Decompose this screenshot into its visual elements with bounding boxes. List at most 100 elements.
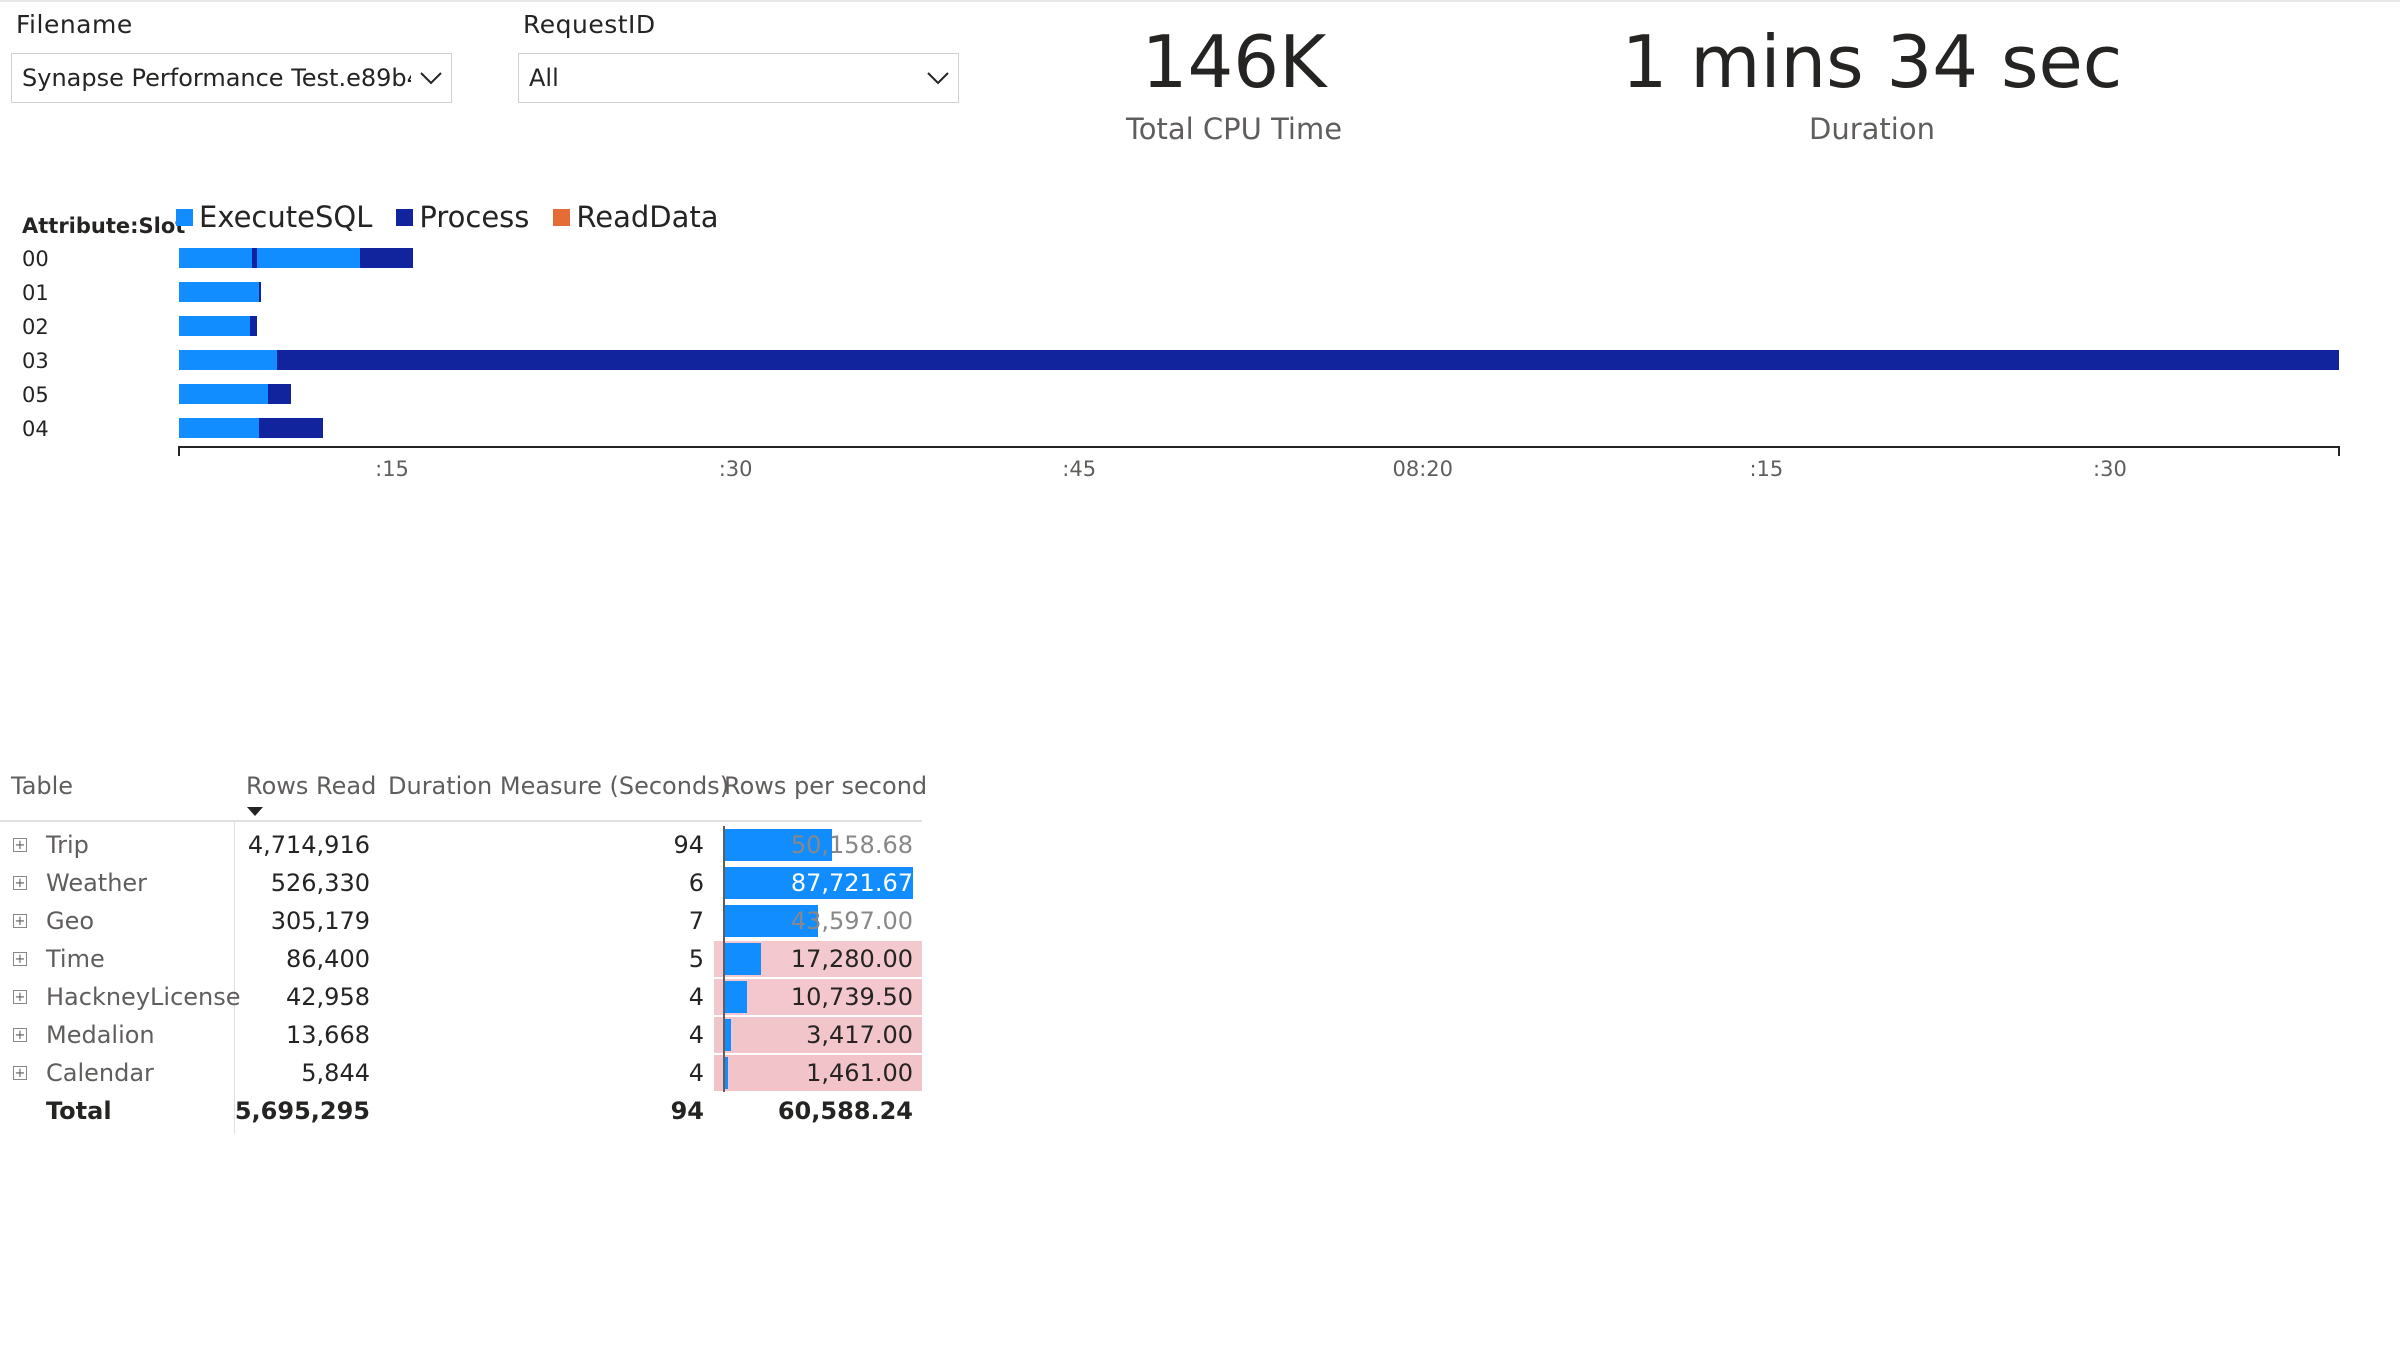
x-axis-tick [178, 446, 180, 456]
table-cell-rows-read: 526,330 [270, 869, 370, 897]
gantt-bar-process[interactable] [259, 282, 262, 302]
table-cell-duration: 4 [688, 983, 704, 1011]
legend-swatch [553, 208, 571, 226]
expand-icon[interactable]: + [13, 989, 27, 1005]
rps-data-bar [724, 1057, 728, 1089]
slot-label: 04 [22, 417, 49, 441]
table-cell-rows-per-second: 87,721.67 [790, 869, 913, 897]
slot-label: 01 [22, 281, 49, 305]
gantt-bar-process[interactable] [250, 316, 257, 336]
rps-bar-axis [723, 940, 725, 978]
table-row[interactable]: + HackneyLicense 42,958 4 10,739.50 [0, 978, 922, 1016]
table-cell-name: Trip [46, 831, 89, 859]
legend-label: ReadData [576, 200, 719, 234]
gantt-bar-process[interactable] [277, 350, 2339, 370]
table-cell-name: Weather [46, 869, 148, 897]
table-visual: Table Rows Read Duration Measure (Second… [0, 760, 940, 1140]
table-cell-name: Calendar [46, 1059, 154, 1087]
column-header-table[interactable]: Table [11, 772, 74, 800]
slot-label: 02 [22, 315, 49, 339]
table-cell-rows-read: 42,958 [286, 983, 370, 1011]
table-cell-rows-read: 305,179 [270, 907, 370, 935]
gantt-chart: 00 01 02 03 05 04 :15:30:45 08:20:15:30 [0, 0, 2400, 500]
rps-conditional-background [714, 979, 922, 1015]
table-row[interactable]: + Trip 4,714,916 94 50,158.68 [0, 826, 922, 864]
table-cell-rows-per-second: 1,461.00 [806, 1059, 913, 1087]
header-divider [0, 820, 922, 822]
gantt-legend: ExecuteSQL Process ReadData [176, 200, 719, 234]
total-row: Total 5,695,295 94 60,588.24 [0, 1092, 922, 1130]
duration-card-label: Duration [1809, 112, 1935, 146]
legend-item-executesql[interactable]: ExecuteSQL [176, 200, 372, 234]
table-cell-rows-per-second: 43,597.00 [790, 907, 913, 935]
gantt-bar-process[interactable] [252, 248, 257, 268]
legend-item-process[interactable]: Process [396, 200, 529, 234]
column-divider [234, 820, 235, 1134]
rps-bar-axis [723, 902, 725, 940]
gantt-bar-executesql[interactable] [179, 350, 278, 370]
rps-bar-axis [723, 826, 725, 864]
table-cell-name: Time [46, 945, 105, 973]
table-cell-duration: 6 [688, 869, 704, 897]
expand-icon[interactable]: + [13, 875, 27, 891]
table-row[interactable]: + Geo 305,179 7 43,597.00 [0, 902, 922, 940]
table-cell-name: Total [46, 1097, 112, 1125]
slot-label: 00 [22, 247, 49, 271]
gantt-bar-executesql[interactable] [179, 384, 269, 404]
slot-label: 05 [22, 383, 49, 407]
x-tick-label: :15 [375, 457, 409, 481]
x-tick-label: :30 [718, 457, 753, 481]
expand-icon[interactable]: + [13, 913, 27, 929]
x-tick-label: 08:20 [1392, 457, 1454, 481]
table-row[interactable]: + Time 86,400 5 17,280.00 [0, 940, 922, 978]
rps-data-bar [724, 867, 913, 899]
gantt-bar-executesql[interactable] [179, 316, 250, 336]
x-tick-label: :45 [1062, 457, 1097, 481]
legend-item-readdata[interactable]: ReadData [553, 200, 719, 234]
x-axis-line [179, 446, 2339, 448]
rps-conditional-background [714, 1017, 922, 1053]
column-header-rows-read[interactable]: Rows Read [246, 772, 377, 800]
rps-data-bar [724, 905, 818, 937]
legend-label: Process [419, 200, 530, 234]
table-cell-duration: 4 [688, 1059, 704, 1087]
requestid-selected-value: All [529, 64, 559, 92]
table-row[interactable]: + Calendar 5,844 4 1,461.00 [0, 1054, 922, 1092]
table-cell-rows-read: 13,668 [286, 1021, 370, 1049]
expand-icon[interactable]: + [13, 837, 27, 853]
filename-selected-value: Synapse Performance Test.e89b4... [22, 64, 411, 92]
rps-bar-axis [723, 1016, 725, 1054]
table-cell-name: HackneyLicense [46, 983, 241, 1011]
table-cell-rows-read: 5,695,295 [234, 1097, 370, 1125]
duration-card-value: 1 mins 34 sec [1621, 20, 2123, 104]
table-cell-rows-read: 5,844 [301, 1059, 370, 1087]
expand-icon[interactable]: + [13, 951, 27, 967]
gantt-axis-title: Attribute:Slot [22, 214, 186, 238]
chevron-down-icon [411, 53, 451, 103]
gantt-bar-executesql[interactable] [179, 248, 253, 268]
rps-data-bar [724, 829, 833, 861]
table-cell-rows-read: 4,714,916 [247, 831, 370, 859]
x-tick-label: :15 [1749, 457, 1784, 481]
gantt-bar-process[interactable] [268, 384, 292, 404]
gantt-bar-executesql[interactable] [179, 418, 260, 438]
gantt-bar-executesql[interactable] [179, 282, 260, 302]
filename-slicer-title: Filename [16, 10, 133, 39]
expand-icon[interactable]: + [13, 1027, 27, 1043]
gantt-bar-process[interactable] [259, 418, 324, 438]
filename-dropdown[interactable]: Synapse Performance Test.e89b4... [11, 53, 452, 103]
chevron-down-icon [918, 53, 958, 103]
legend-swatch [396, 208, 414, 226]
gantt-bar-process[interactable] [359, 248, 413, 268]
expand-icon[interactable]: + [13, 1065, 27, 1081]
requestid-dropdown[interactable]: All [518, 53, 959, 103]
sort-descending-icon[interactable] [247, 802, 263, 821]
table-row[interactable]: + Weather 526,330 6 87,721.67 [0, 864, 922, 902]
column-header-duration[interactable]: Duration Measure (Seconds) [388, 772, 730, 800]
table-cell-duration: 7 [688, 907, 704, 935]
rps-bar-axis [723, 864, 725, 902]
table-row[interactable]: + Medalion 13,668 4 3,417.00 [0, 1016, 922, 1054]
table-cell-rows-read: 86,400 [286, 945, 370, 973]
column-header-rows-per-second[interactable]: Rows per second [724, 772, 928, 800]
gantt-bar-executesql[interactable] [256, 248, 360, 268]
